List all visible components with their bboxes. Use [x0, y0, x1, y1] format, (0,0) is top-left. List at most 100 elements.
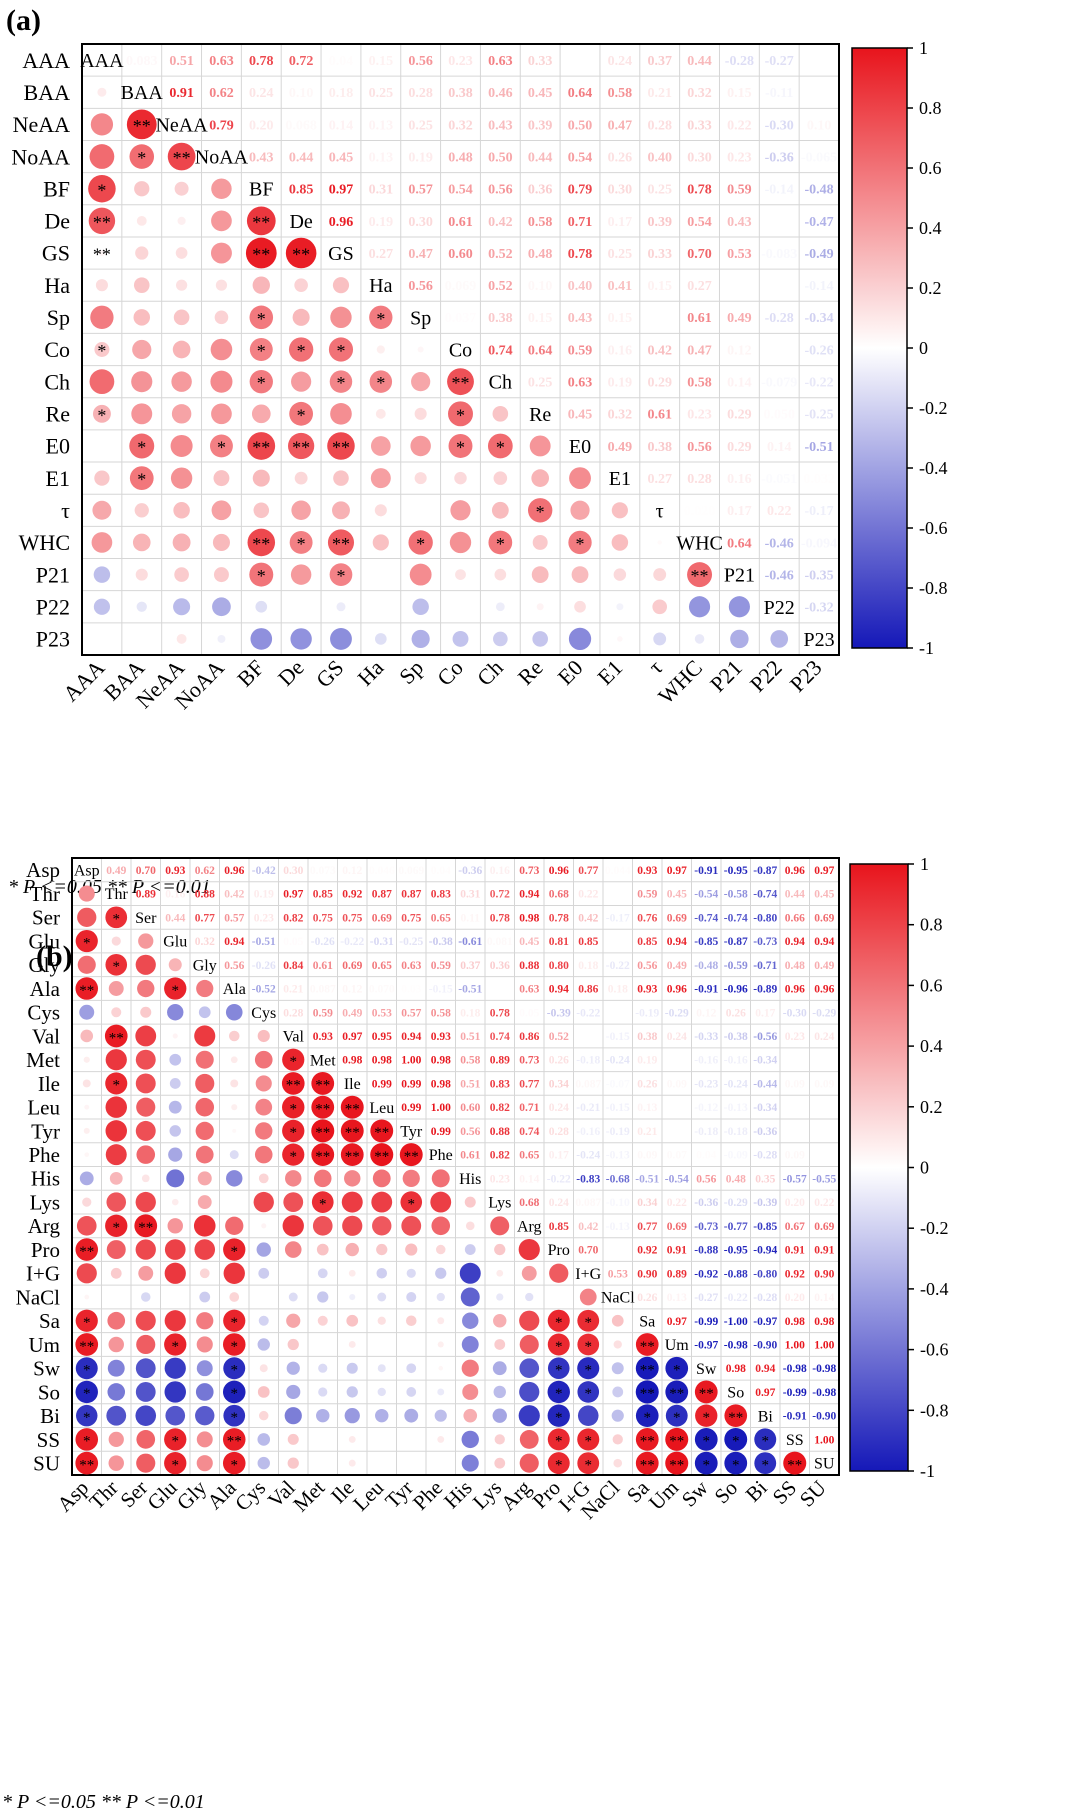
panelB-value-iplusg-so: -0.88 — [724, 1268, 748, 1280]
panelB-value-val-um: 0.24 — [667, 1031, 687, 1043]
panelB-value-gly-bi: -0.71 — [753, 960, 777, 972]
panelB-value-phe-sw: 0.04 — [696, 1150, 716, 1162]
panelA-colorbar-rect — [851, 47, 908, 649]
panelB-value-his-su: -0.55 — [812, 1173, 836, 1185]
panelB-value-val-his: 0.51 — [460, 1031, 480, 1043]
panelB-value-ser-glu: 0.44 — [165, 912, 185, 924]
panelB-circle-cys-gly — [198, 1006, 211, 1019]
panelB-circle-his-ile — [344, 1170, 361, 1187]
panelA-circle-e1-re — [531, 469, 550, 487]
panelB-row-label-ile: Ile — [38, 1072, 60, 1096]
panelB-diag-label-bi: Bi — [758, 1408, 774, 1425]
panelB-star-sa-iplusg: * — [585, 1315, 593, 1331]
panelB-value-ala-phe: -0.15 — [429, 984, 453, 996]
panelA-circle-sp-de — [292, 308, 310, 326]
panelA-value-ch-e1: 0.19 — [608, 376, 633, 391]
panelA-circle-p23-p22 — [770, 630, 789, 648]
panelA-value-neaa-ch: 0.43 — [488, 118, 513, 133]
panelB-circle-iplusg-phe — [435, 1267, 447, 1279]
panelB-circle-ala-gly — [196, 979, 214, 998]
panelB-value-ile-bi: -0.44 — [753, 1078, 777, 1090]
panelB-value-phe-arg: 0.65 — [519, 1150, 539, 1162]
panelB-value-gly-his: 0.37 — [460, 960, 480, 972]
panelA-circle-p22-e1 — [616, 603, 624, 611]
panelB-circle-lys-ser — [135, 1191, 156, 1213]
panelB-value-glu-arg: 0.45 — [519, 936, 539, 948]
panelB-circle-sa-gly — [196, 1312, 214, 1330]
panelB-value-phe-um: 0.07 — [667, 1150, 687, 1162]
panelB-value-asp-phe: 0.04 — [431, 865, 451, 877]
panelB-star-so-pro: * — [555, 1386, 563, 1402]
panelA-row-label-ha: Ha — [44, 273, 70, 298]
panelB-value-ala-met: 0.087 — [310, 984, 336, 996]
panelA-diag-label-ha: Ha — [369, 275, 392, 297]
panelB-value-cys-lys: 0.78 — [490, 1007, 510, 1019]
panelA-value-sp-whc: 0.61 — [687, 311, 712, 326]
panelB-value-ala-um: 0.96 — [667, 984, 687, 996]
panelA-value-re-e0: 0.45 — [568, 408, 593, 423]
panelA-value-neaa-p22: -0.30 — [765, 118, 794, 133]
panelA-circle-tau-co — [450, 500, 471, 521]
panel-a-cells: AAA 0.083 0.51 0.63 0.78 0.72 0.04 0.15 0.56 0.23… — [80, 50, 837, 651]
panelB-circle-leu-asp — [84, 1104, 90, 1110]
panelB-circle-so-phe — [437, 1388, 445, 1396]
panelB-circle-ss-sa — [635, 1428, 659, 1451]
panelB-value-so-bi: 0.97 — [755, 1387, 775, 1399]
panelA-value-gs-ch: 0.52 — [488, 247, 513, 262]
panelB-circle-su-ala — [222, 1451, 246, 1475]
panelB-value-ser-lys: 0.78 — [490, 912, 510, 924]
panelB-circle-iplusg-cys — [258, 1267, 270, 1279]
panelB-value-asp-sw: -0.91 — [694, 865, 718, 877]
panelB-value-gly-sa: 0.56 — [637, 960, 657, 972]
panelB-diag-label-ile: Ile — [344, 1076, 361, 1093]
panelB-circle-sa-ala — [223, 1309, 246, 1332]
panelB-diag-label-cys: Cys — [251, 1005, 276, 1022]
panelA-circle-ha-bf — [252, 276, 270, 294]
panelB-circle-met-ala — [230, 1056, 238, 1064]
panelB-value-gly-cys: -0.26 — [252, 960, 276, 972]
panelB-circle-sa-iplusg — [577, 1309, 600, 1332]
panelB-circle-sa-phe — [437, 1317, 445, 1325]
panelB-circle-leu-ser — [136, 1097, 156, 1117]
panelB-value-nacl-bi: -0.28 — [753, 1292, 777, 1304]
panelB-circle-cys-asp — [79, 1004, 95, 1020]
panelB-circle-bi-thr — [106, 1405, 127, 1426]
panelA-value-neaa-gs: 0.14 — [329, 118, 354, 133]
panelB-circle-um-arg — [519, 1334, 539, 1355]
panelA-value-e1-whc: 0.28 — [687, 472, 712, 487]
panelA-value-ch-whc: 0.58 — [687, 376, 712, 391]
panelA-diag-label-p23: P23 — [804, 629, 835, 651]
panelA-value-noaa-whc: 0.30 — [687, 150, 712, 165]
panelB-circle-bi-leu — [375, 1408, 389, 1423]
panelB-circle-um-ile — [348, 1341, 356, 1348]
panelB-value-sw-su: -0.98 — [812, 1363, 836, 1375]
panelB-circle-so-his — [462, 1383, 479, 1400]
panelA-row-label-bf: BF — [43, 176, 70, 201]
panelA-value-sp-ch: 0.38 — [488, 311, 513, 326]
panelA-value-ha-sp: 0.56 — [408, 279, 433, 294]
panelB-circle-ss-cys — [257, 1433, 271, 1446]
panelB-value-sw-ss: -0.98 — [783, 1363, 807, 1375]
panelA-star-noaa-baa: * — [137, 148, 146, 168]
panelB-value-iplusg-ss: 0.92 — [785, 1268, 805, 1280]
panelB-star-arg-ser: ** — [138, 1220, 153, 1236]
panelB-diag-label-sw: Sw — [696, 1361, 717, 1378]
panelB-star-um-iplusg: * — [585, 1339, 593, 1355]
panelA-star-re-de: * — [297, 405, 306, 425]
panelB-star-ss-sw: * — [703, 1434, 711, 1450]
panelA-value-neaa-noaa: 0.79 — [209, 118, 234, 133]
panelB-value-ala-sa: 0.93 — [637, 984, 657, 996]
panelB-circle-gly-glu — [168, 958, 182, 972]
panelA-diag-label-co: Co — [449, 340, 472, 362]
panelB-value-sa-ss: 0.98 — [785, 1316, 805, 1328]
panelA-value-gs-re: 0.48 — [528, 247, 553, 262]
panelB-value-ss-su: 1.00 — [814, 1434, 834, 1446]
panelB-row-label-met: Met — [26, 1048, 60, 1072]
panelA-star-neaa-baa: ** — [133, 116, 151, 136]
panelA-value-noaa-bf: 0.43 — [249, 150, 274, 165]
panelB-value-thr-sw: -0.54 — [694, 889, 718, 901]
panelA-circle-tau-gs — [332, 501, 350, 520]
panelB-value-glu-ss: 0.94 — [785, 936, 805, 948]
panelA-star-gs-de: ** — [292, 245, 310, 265]
panelB-circle-phe-glu — [168, 1147, 183, 1162]
